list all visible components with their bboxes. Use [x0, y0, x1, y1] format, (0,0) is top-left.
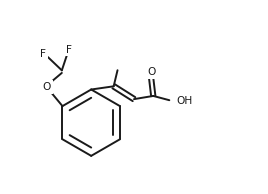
Text: OH: OH — [176, 96, 193, 106]
Text: F: F — [66, 45, 72, 55]
Text: F: F — [40, 49, 46, 59]
Text: O: O — [147, 67, 156, 77]
Text: O: O — [43, 82, 51, 92]
